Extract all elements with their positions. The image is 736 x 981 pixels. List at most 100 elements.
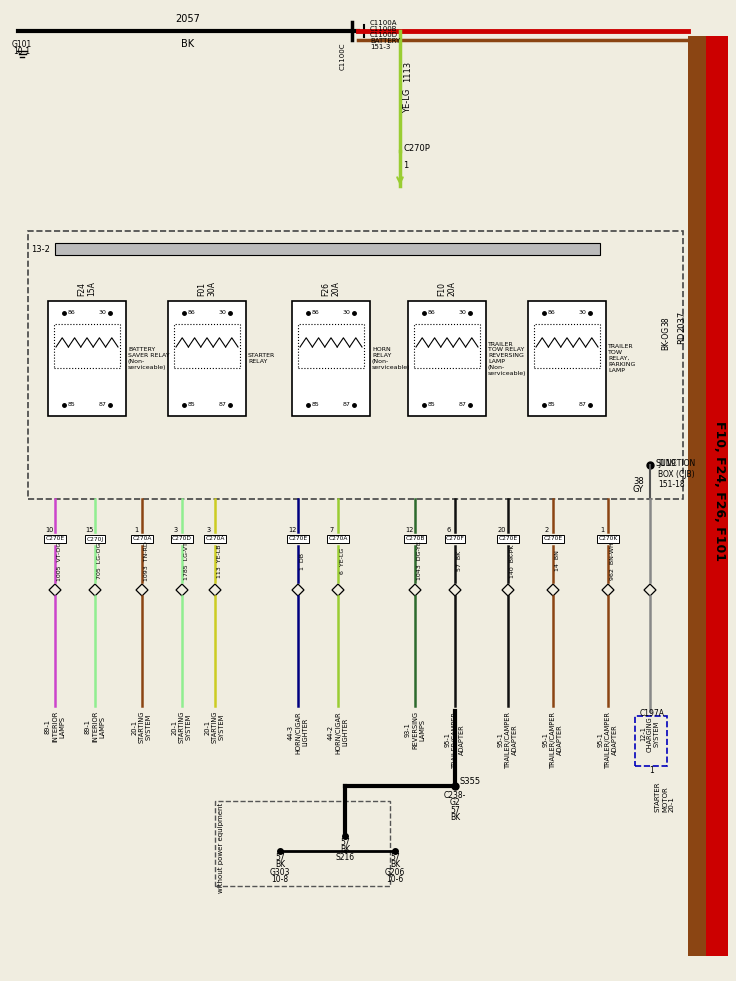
- Text: 95-1
TRAILER/CAMPER
ADAPTER: 95-1 TRAILER/CAMPER ADAPTER: [498, 711, 518, 768]
- Text: 95-1
TRAILER/CAMPER
ADAPTER: 95-1 TRAILER/CAMPER ADAPTER: [598, 711, 618, 768]
- Text: 93-1
REVERSING
LAMPS: 93-1 REVERSING LAMPS: [405, 711, 425, 749]
- Text: C270A: C270A: [132, 537, 152, 542]
- Text: C1100B: C1100B: [370, 26, 397, 32]
- Text: F10, F24, F26, F101: F10, F24, F26, F101: [713, 421, 726, 561]
- Text: C270E: C270E: [289, 537, 308, 542]
- Text: 151-3: 151-3: [370, 44, 390, 50]
- Text: 6  YE-LG: 6 YE-LG: [340, 547, 345, 574]
- Text: 1005  VT-OG: 1005 VT-OG: [57, 542, 62, 581]
- Text: 12: 12: [288, 527, 296, 533]
- Text: 38: 38: [633, 477, 644, 486]
- Text: BK: BK: [390, 860, 400, 869]
- Text: S355: S355: [460, 777, 481, 786]
- Bar: [635, 716, 667, 766]
- Text: BK-OG: BK-OG: [662, 326, 670, 350]
- Text: BK: BK: [340, 845, 350, 854]
- Text: 57: 57: [275, 853, 285, 862]
- Text: HORN
RELAY
(Non-
serviceable): HORN RELAY (Non- serviceable): [372, 347, 411, 370]
- Text: 95-1
TRAILER/CAMPER
ADAPTER: 95-1 TRAILER/CAMPER ADAPTER: [543, 711, 563, 768]
- Text: C238-: C238-: [444, 791, 466, 800]
- Text: 10-6: 10-6: [386, 875, 403, 884]
- Text: C1100D: C1100D: [370, 32, 398, 38]
- Text: 3: 3: [174, 527, 178, 533]
- Text: C270A: C270A: [328, 537, 347, 542]
- Text: 1: 1: [650, 766, 654, 775]
- Text: JUNCTION
BOX (CJB)
151-18: JUNCTION BOX (CJB) 151-18: [658, 459, 696, 489]
- Text: C197A: C197A: [640, 709, 665, 718]
- Text: BK: BK: [275, 860, 285, 869]
- Text: C270E: C270E: [498, 537, 517, 542]
- Text: 962  BN-WH: 962 BN-WH: [610, 542, 615, 580]
- Bar: [298, 324, 364, 368]
- Text: F01
30A: F01 30A: [197, 281, 216, 296]
- Text: 86: 86: [428, 310, 436, 315]
- Bar: [55, 243, 600, 255]
- Text: 38: 38: [662, 316, 670, 326]
- Text: F24
15A: F24 15A: [77, 282, 96, 296]
- Text: TRAILER
TOW
RELAY,
PARKING
LAMP: TRAILER TOW RELAY, PARKING LAMP: [608, 344, 635, 373]
- Bar: [706, 36, 728, 956]
- Text: 2057: 2057: [176, 14, 200, 24]
- Text: 85: 85: [548, 402, 556, 407]
- Text: 86: 86: [311, 310, 319, 315]
- Text: 13-2: 13-2: [31, 244, 50, 253]
- Text: 1113: 1113: [403, 61, 412, 81]
- Text: STARTER
RELAY: STARTER RELAY: [248, 353, 275, 364]
- Bar: [28, 231, 683, 499]
- Text: without power equipment: without power equipment: [218, 803, 224, 894]
- Text: 10-8: 10-8: [272, 875, 289, 884]
- Text: 87: 87: [578, 402, 587, 407]
- Text: 86: 86: [68, 310, 75, 315]
- Text: C270D: C270D: [172, 537, 192, 542]
- Bar: [414, 324, 480, 368]
- Text: 85: 85: [68, 402, 75, 407]
- Text: 1093  TN-RD: 1093 TN-RD: [144, 542, 149, 581]
- Text: 1: 1: [134, 527, 138, 533]
- Text: 57: 57: [450, 806, 460, 815]
- Text: 30: 30: [342, 310, 350, 315]
- Text: C1100A: C1100A: [370, 20, 397, 26]
- Text: 1785  LG-VT: 1785 LG-VT: [184, 542, 189, 580]
- Text: C270E: C270E: [46, 537, 65, 542]
- Text: 44-2
HORN/CIGAR
LIGHTER: 44-2 HORN/CIGAR LIGHTER: [328, 711, 348, 753]
- Text: 1043  DG-YE: 1043 DG-YE: [417, 542, 422, 581]
- Text: S216: S216: [336, 853, 355, 862]
- Text: 30: 30: [219, 310, 227, 315]
- Text: RD: RD: [678, 332, 687, 344]
- Text: 85: 85: [428, 402, 436, 407]
- Text: C270J: C270J: [86, 537, 104, 542]
- Text: C270K: C270K: [598, 537, 618, 542]
- Text: 113  YE-LB: 113 YE-LB: [217, 544, 222, 578]
- Text: 57  BK: 57 BK: [457, 551, 462, 571]
- Text: 85: 85: [311, 402, 319, 407]
- Bar: [528, 301, 606, 416]
- Text: 6: 6: [447, 527, 451, 533]
- Text: 14  BN: 14 BN: [555, 550, 560, 572]
- Text: C270E: C270E: [543, 537, 562, 542]
- Text: 1  DB: 1 DB: [300, 552, 305, 570]
- Text: 44-3
HORN/CIGAR
LIGHTER: 44-3 HORN/CIGAR LIGHTER: [288, 711, 308, 753]
- Text: 87: 87: [99, 402, 107, 407]
- Text: 30: 30: [459, 310, 467, 315]
- Bar: [54, 324, 120, 368]
- Text: C270A: C270A: [205, 537, 224, 542]
- Text: BATTERY
SAVER RELAY
(Non-
serviceable): BATTERY SAVER RELAY (Non- serviceable): [128, 347, 169, 370]
- Text: G2: G2: [450, 798, 460, 807]
- Text: 2: 2: [545, 527, 549, 533]
- Bar: [174, 324, 240, 368]
- Text: C270F: C270F: [445, 537, 464, 542]
- Text: 57: 57: [340, 838, 350, 847]
- Text: C270P: C270P: [403, 144, 430, 153]
- Text: 89-1
INTERIOR
LAMPS: 89-1 INTERIOR LAMPS: [45, 711, 65, 743]
- Text: 15: 15: [85, 527, 93, 533]
- Text: GY: GY: [633, 485, 644, 493]
- Text: 20-1
STARTING
SYSTEM: 20-1 STARTING SYSTEM: [172, 711, 192, 744]
- Text: YE-LG: YE-LG: [403, 89, 412, 113]
- Text: 86: 86: [548, 310, 556, 315]
- Text: 12-1
CHARGING
SYSTEM: 12-1 CHARGING SYSTEM: [640, 716, 660, 751]
- Bar: [292, 301, 370, 416]
- Text: 3: 3: [207, 527, 211, 533]
- Text: S119: S119: [655, 458, 676, 468]
- Text: 87: 87: [219, 402, 227, 407]
- Text: G303: G303: [270, 868, 290, 877]
